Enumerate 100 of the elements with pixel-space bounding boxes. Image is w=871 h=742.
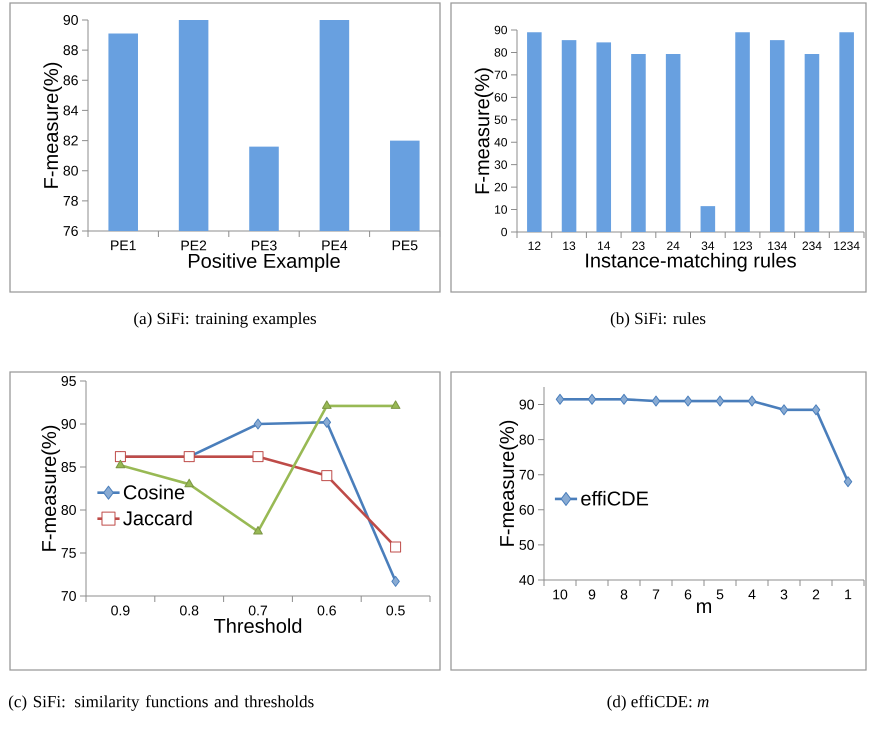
- y-tick-label: 80: [494, 48, 508, 57]
- x-tick-label: 234: [802, 242, 822, 250]
- point: [844, 476, 852, 488]
- x-tick-label: 5: [716, 590, 724, 600]
- x-axis-title: Threshold: [214, 618, 302, 633]
- x-tick-label: 3: [780, 590, 788, 600]
- point: [116, 460, 126, 468]
- y-tick-label: 70: [62, 591, 76, 601]
- x-tick-label: 1234: [834, 242, 860, 250]
- y-tick-label: 60: [494, 93, 508, 102]
- y-tick-label: 86: [64, 75, 78, 86]
- bar: [527, 32, 542, 232]
- y-tick-label: 78: [64, 196, 78, 206]
- y-tick-label: 20: [494, 182, 508, 192]
- text: (c) SiFi: similarity functions and thresholds: [8, 695, 314, 711]
- point: [254, 418, 262, 430]
- y-tick-label: 95: [62, 376, 76, 386]
- bar: [770, 40, 785, 232]
- y-tick-label: 40: [494, 138, 508, 146]
- y-tick-label: 90: [62, 419, 76, 429]
- x-tick-label: 24: [667, 242, 680, 250]
- point: [652, 396, 660, 407]
- x-axis-title: m: [697, 602, 712, 614]
- x-tick-label: 14: [598, 242, 610, 250]
- bar: [596, 42, 612, 232]
- x-tick-label: 6: [684, 590, 692, 600]
- point: [184, 478, 194, 488]
- x-tick-label: 8: [620, 590, 628, 600]
- x-tick-label: PE3: [252, 240, 277, 250]
- point: [391, 576, 400, 587]
- point: [252, 451, 264, 462]
- point: [620, 394, 628, 405]
- y-axis-title: F-measure(%): [499, 420, 518, 546]
- x-tick-label: 23: [632, 242, 645, 250]
- point: [390, 400, 400, 409]
- x-tick-label: 0.7: [248, 606, 268, 616]
- x-tick-label: PE1: [111, 240, 136, 250]
- x-tick-label: 13: [563, 242, 576, 250]
- bar: [839, 32, 854, 232]
- x-tick-label: 10: [553, 590, 568, 600]
- x-tick-label: 0.8: [180, 606, 198, 616]
- text: (a) SiFi: training examples: [134, 312, 316, 328]
- y-tick-label: 40: [519, 575, 534, 585]
- x-axis-title: Instance-matching rules: [586, 252, 796, 272]
- text: (b) SiFi: rules: [610, 312, 706, 328]
- x-tick-label: 1: [845, 590, 852, 600]
- x-tick-label: 12: [528, 242, 540, 250]
- y-tick-label: 90: [520, 400, 534, 410]
- y-tick-label: 70: [520, 470, 534, 480]
- point: [322, 416, 332, 428]
- point: [322, 400, 332, 409]
- bar: [804, 54, 820, 232]
- point: [556, 394, 564, 405]
- legend-label: Jaccard: [123, 510, 192, 526]
- x-tick-label: PE4: [322, 240, 348, 250]
- y-tick-label: 75: [62, 548, 76, 558]
- x-tick-label: 0.6: [318, 606, 336, 616]
- y-tick-label: 88: [64, 45, 78, 56]
- y-tick-label: 30: [494, 160, 508, 169]
- bar: [666, 54, 680, 232]
- y-tick-label: 76: [64, 226, 78, 236]
- x-tick-label: 2: [812, 590, 820, 600]
- bar: [700, 206, 716, 232]
- y-tick-label: 80: [62, 505, 76, 515]
- point: [812, 404, 820, 416]
- bar: [562, 40, 576, 232]
- point: [716, 396, 724, 407]
- point: [588, 394, 596, 405]
- y-tick-label: 0: [501, 228, 508, 236]
- legend-label: effiCDE: [581, 490, 648, 506]
- x-tick-label: 4: [748, 590, 756, 600]
- bar: [631, 54, 646, 232]
- x-tick-label: 0.9: [111, 606, 130, 616]
- point: [253, 526, 263, 534]
- x-tick-label: 0.5: [386, 606, 405, 616]
- y-axis-title: F-measure(%): [41, 426, 60, 551]
- y-tick-label: 84: [64, 105, 78, 116]
- y-tick-label: 60: [520, 504, 534, 515]
- y-tick-label: 82: [64, 136, 78, 146]
- point: [321, 470, 332, 482]
- x-tick-label: 9: [588, 590, 596, 600]
- point: [684, 396, 692, 407]
- y-tick-label: 85: [62, 462, 76, 472]
- bar: [735, 32, 750, 232]
- x-tick-label: 134: [768, 242, 787, 250]
- point: [780, 404, 788, 416]
- y-tick-label: 90: [494, 26, 508, 34]
- y-tick-label: 90: [64, 15, 78, 25]
- point: [748, 396, 756, 407]
- x-tick-label: 7: [652, 590, 660, 600]
- x-tick-label: PE5: [392, 240, 418, 250]
- y-axis-title: F-measure(%): [474, 68, 494, 194]
- y-tick-label: 50: [494, 116, 508, 124]
- x-axis-title: Positive Example: [188, 253, 340, 272]
- x-tick-label: 34: [702, 242, 714, 250]
- y-tick-label: 10: [495, 205, 508, 214]
- y-axis-title: F-measure(%): [43, 62, 62, 188]
- x-tick-label: PE2: [182, 240, 206, 250]
- y-tick-label: 80: [64, 166, 78, 176]
- y-tick-label: 70: [494, 70, 508, 80]
